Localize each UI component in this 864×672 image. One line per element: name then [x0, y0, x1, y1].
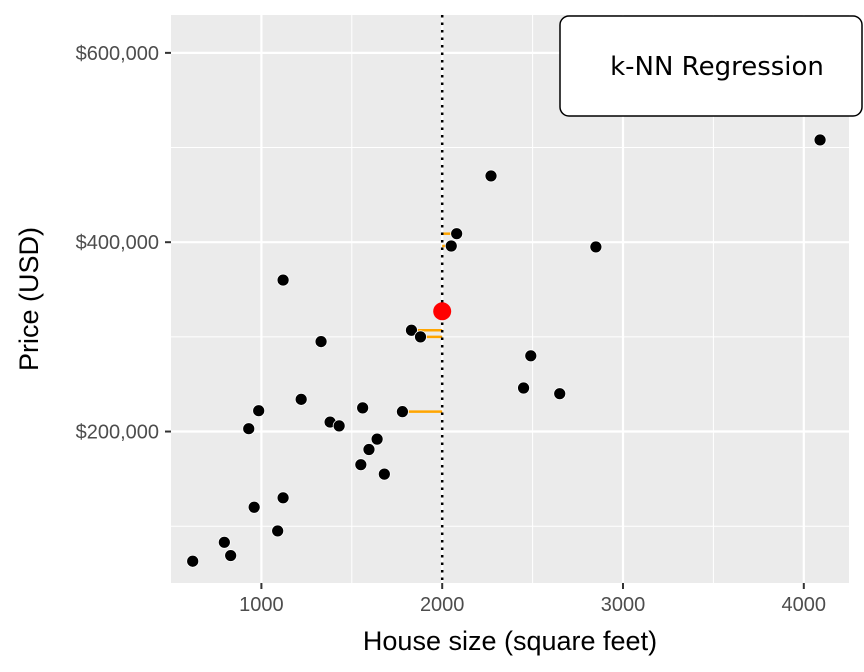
x-tick-label: 3000 — [601, 594, 646, 616]
data-point — [276, 491, 290, 505]
x-axis: 1000 2000 3000 4000 — [239, 583, 826, 616]
data-point — [271, 524, 285, 538]
legend-box — [559, 15, 863, 117]
data-point — [362, 443, 376, 456]
data-point — [252, 404, 266, 418]
data-point — [354, 458, 368, 472]
data-point — [484, 169, 498, 183]
x-axis-title: House size (square feet) — [363, 626, 657, 656]
data-point — [217, 535, 231, 549]
y-axis-title: Price (USD) — [14, 227, 44, 371]
data-point — [524, 349, 538, 363]
y-axis: $200,000 $400,000 $600,000 — [76, 43, 171, 444]
x-tick-label: 2000 — [420, 594, 465, 616]
data-point — [405, 323, 418, 337]
data-point — [589, 240, 603, 254]
data-point — [356, 401, 370, 415]
data-point — [224, 549, 238, 562]
y-tick-label: $200,000 — [76, 422, 159, 444]
data-point — [444, 239, 458, 253]
data-point — [517, 381, 530, 395]
x-tick-label: 4000 — [782, 594, 827, 616]
data-point — [242, 422, 256, 436]
data-points — [186, 133, 827, 568]
data-point — [276, 273, 290, 287]
data-point — [553, 387, 567, 401]
data-point — [396, 405, 409, 419]
data-point — [186, 554, 200, 568]
data-point — [247, 500, 261, 514]
y-tick-label: $600,000 — [76, 43, 159, 65]
legend-label: k-NN Regression — [610, 52, 824, 82]
data-point — [370, 432, 384, 446]
data-point — [377, 467, 391, 481]
x-tick-label: 1000 — [239, 594, 284, 616]
prediction-point — [433, 302, 452, 321]
data-point — [314, 335, 328, 349]
data-point — [414, 330, 427, 344]
data-point — [450, 227, 464, 241]
y-tick-label: $400,000 — [76, 232, 159, 254]
data-point — [294, 392, 308, 406]
legend: k-NN Regression — [559, 15, 863, 117]
data-point — [332, 419, 346, 433]
data-point — [813, 133, 827, 147]
